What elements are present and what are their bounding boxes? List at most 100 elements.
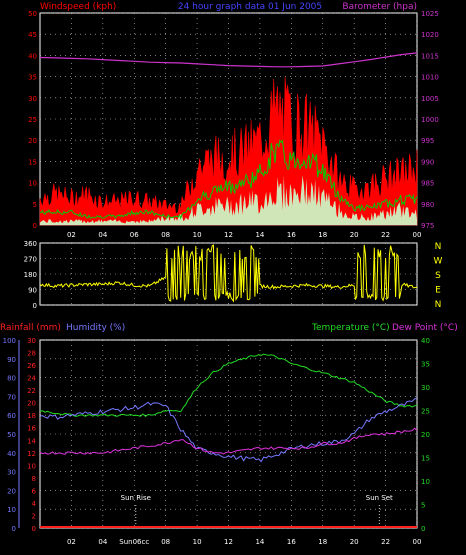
- temp-x-tick-label: 08: [161, 538, 170, 546]
- wind-y-tick-label: 20: [28, 137, 37, 145]
- temp-x-tick-label: 02: [67, 538, 76, 546]
- wind-x-tick-label: 14: [255, 231, 264, 239]
- humidity-axis-title: Humidity (%): [66, 323, 125, 333]
- temp-x-tick-label: 10: [193, 538, 202, 546]
- rain-tick-label: 14: [27, 437, 36, 445]
- temp-tick-label: 30: [421, 384, 430, 392]
- rain-tick-label: 28: [27, 350, 36, 358]
- wind-x-tick-label: 04: [98, 231, 107, 239]
- humidity-tick-label: 90: [7, 356, 16, 364]
- wind-y-tick-label: 0: [33, 222, 37, 230]
- rain-tick-label: 12: [27, 450, 36, 458]
- baro-y-tick-label: 1005: [421, 95, 439, 103]
- wind-y-tick-label: 15: [28, 158, 37, 166]
- wind-average-line: [39, 139, 418, 220]
- temp-tick-label: 0: [421, 525, 425, 533]
- compass-label: N: [435, 300, 442, 310]
- rain-tick-label: 0: [32, 525, 36, 533]
- temp-x-tick-label: 14: [255, 538, 264, 546]
- wind-x-tick-label: 18: [318, 231, 327, 239]
- chart-title: 24 hour graph data 01 Jun 2005: [178, 2, 322, 12]
- wind-x-tick-label: 22: [381, 231, 390, 239]
- direction-y-tick-label: 90: [28, 287, 37, 295]
- baro-y-tick-label: 1015: [421, 52, 439, 60]
- wind-y-tick-label: 25: [28, 116, 37, 124]
- baro-y-tick-label: 1025: [421, 10, 439, 18]
- temp-x-tick-label: 18: [318, 538, 327, 546]
- wind-x-tick-label: 00: [413, 231, 422, 239]
- temp-x-tick-label: Sun06cc: [119, 538, 149, 546]
- wind-y-tick-label: 45: [28, 31, 37, 39]
- wind-gust-area: [39, 76, 418, 226]
- rain-tick-label: 20: [27, 400, 36, 408]
- humidity-tick-label: 0: [12, 525, 16, 533]
- wind-direction-line: [39, 244, 417, 303]
- compass-label: S: [435, 271, 441, 281]
- sun-rise-label: Sun Rise: [121, 494, 151, 502]
- humidity-line: [39, 397, 418, 463]
- humidity-tick-label: 50: [7, 431, 16, 439]
- compass-label: W: [434, 257, 443, 267]
- temp-tick-label: 20: [421, 431, 430, 439]
- temp-x-tick-label: 22: [381, 538, 390, 546]
- humidity-tick-label: 80: [7, 375, 16, 383]
- humidity-tick-label: 60: [7, 412, 16, 420]
- wind-y-tick-label: 50: [28, 10, 37, 18]
- humidity-tick-label: 100: [3, 337, 16, 345]
- rain-tick-label: 18: [27, 412, 36, 420]
- temperature-line: [39, 353, 418, 417]
- humidity-tick-label: 30: [7, 469, 16, 477]
- temp-x-tick-label: 12: [224, 538, 233, 546]
- baro-y-tick-label: 1010: [421, 74, 439, 82]
- baro-y-tick-label: 980: [421, 201, 434, 209]
- baro-y-tick-label: 985: [421, 180, 434, 188]
- wind-y-tick-label: 40: [28, 52, 37, 60]
- rain-tick-label: 30: [27, 337, 36, 345]
- humidity-tick-label: 70: [7, 393, 16, 401]
- rain-tick-label: 22: [27, 387, 36, 395]
- direction-y-tick-label: 180: [24, 271, 37, 279]
- temp-tick-label: 15: [421, 455, 430, 463]
- humidity-tick-label: 10: [7, 506, 16, 514]
- temp-x-tick-label: 04: [98, 538, 107, 546]
- rain-tick-label: 16: [27, 425, 36, 433]
- temp-tick-label: 10: [421, 478, 430, 486]
- rain-tick-label: 4: [32, 500, 37, 508]
- compass-label: E: [435, 286, 441, 296]
- humidity-tick-label: 40: [7, 450, 16, 458]
- wind-axis-title: Windspeed (kph): [40, 2, 116, 12]
- rain-tick-label: 24: [27, 375, 36, 383]
- rain-tick-label: 10: [27, 462, 36, 470]
- baro-axis-title: Barometer (hpa): [342, 2, 417, 12]
- temp-x-tick-label: 00: [413, 538, 422, 546]
- rain-tick-label: 8: [32, 475, 36, 483]
- direction-y-tick-label: 270: [24, 256, 37, 264]
- direction-y-tick-label: 360: [24, 240, 37, 248]
- dewpoint-axis-title: Dew Point (°C): [392, 323, 458, 333]
- temp-tick-label: 25: [421, 408, 430, 416]
- compass-label: N: [435, 242, 442, 252]
- temp-tick-label: 35: [421, 361, 430, 369]
- temperature-axis-title: Temperature (°C): [311, 323, 390, 333]
- wind-y-tick-label: 35: [28, 74, 37, 82]
- wind-calm-area: [40, 175, 417, 225]
- wind-x-tick-label: 20: [350, 231, 359, 239]
- wind-y-tick-label: 30: [28, 95, 37, 103]
- rain-tick-label: 26: [27, 362, 36, 370]
- humidity-tick-label: 20: [7, 487, 16, 495]
- temp-tick-label: 5: [421, 502, 425, 510]
- wind-x-tick-label: 10: [193, 231, 202, 239]
- rain-tick-label: 6: [32, 487, 37, 495]
- baro-y-tick-label: 1020: [421, 31, 439, 39]
- rain-tick-label: 2: [32, 512, 36, 520]
- wind-x-tick-label: 02: [67, 231, 76, 239]
- baro-y-tick-label: 975: [421, 222, 434, 230]
- dewpoint-line: [39, 427, 418, 455]
- temp-x-tick-label: 20: [350, 538, 359, 546]
- wind-x-tick-label: 08: [161, 231, 170, 239]
- temp-x-tick-label: 16: [287, 538, 296, 546]
- wind-x-tick-label: 16: [287, 231, 296, 239]
- barometer-line: [39, 52, 418, 68]
